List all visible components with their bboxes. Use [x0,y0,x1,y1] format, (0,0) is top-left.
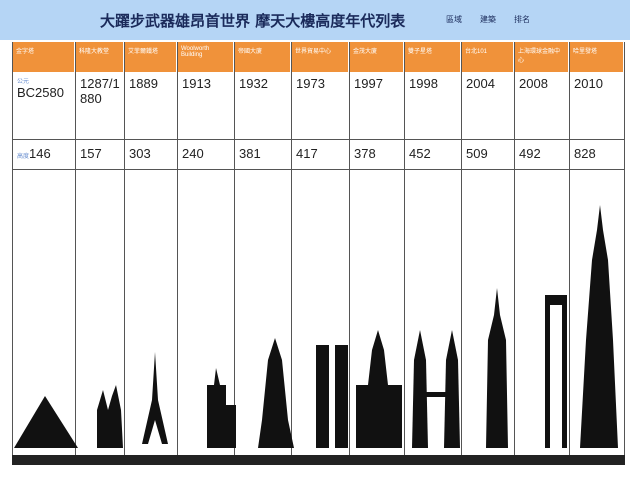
taipei101 [486,288,508,448]
buildings [14,205,618,448]
cell: 1997 [350,72,404,140]
cell-text: 509 [466,146,488,161]
cell-text: 1997 [354,76,383,91]
eiffel [142,352,168,444]
petronas [444,330,460,448]
row-label: 高度 [17,154,30,160]
woolworth [207,368,236,448]
cell-text: 1932 [239,76,268,91]
column: 上海環球金融中心 2008 492 [515,42,570,455]
header-cell: 金茂大廈 [350,42,404,72]
cell: 1998 [405,72,461,140]
cell: 1287/1880 [76,72,124,140]
header-cell: 哈里發塔 [570,42,624,72]
title: 大躍步武器雄昂首世界 摩天大樓高度年代列表 [100,12,406,30]
cell-text: 146 [29,146,51,161]
pyramid [14,396,78,448]
note: 建築 [480,15,496,24]
cell: 1889 [125,72,177,140]
cell-text: 452 [409,146,431,161]
column: 雙子星塔 1998 452 [405,42,462,455]
header-cell: 台北101 [462,42,514,72]
swfc [545,295,567,448]
cell-text: 492 [519,146,541,161]
cell-text: 1998 [409,76,438,91]
column: 科隆大教堂 1287/1880 157 [76,42,125,455]
title-bar [0,0,630,40]
cell-text: 381 [239,146,261,161]
column: 哈里發塔 2010 828 [570,42,625,455]
cell-text: 1973 [296,76,325,91]
cell-text: 2004 [466,76,495,91]
cell: 1932 [235,72,291,140]
note: 排名 [514,15,530,24]
wtc [335,345,348,448]
notes: 區域 建築 排名 [446,14,530,25]
cell: 公元 BC2580 [13,72,75,140]
cell: 378 [350,140,404,170]
cell: 240 [178,140,234,170]
cell-text: 417 [296,146,318,161]
cathedral [97,385,123,448]
column: 艾菲爾鐵塔 1889 303 [125,42,178,455]
cell: 2010 [570,72,624,140]
cell-text: 1889 [129,76,158,91]
table: 金字塔 公元 BC2580 高度146 科隆大教堂 1287/1880 157 艾菲爾鐵塔 18… [12,42,625,455]
header-cell: 帝國大廈 [235,42,291,72]
skybridge [426,392,446,397]
header-cell: 金字塔 [13,42,75,72]
cell: 157 [76,140,124,170]
column: 帝國大廈 1932 381 [235,42,292,455]
wtc [316,345,329,448]
header-cell: Woolworth Building [178,42,234,72]
header-cell: 雙子星塔 [405,42,461,72]
column: Woolworth Building 1913 240 [178,42,235,455]
column: 金字塔 公元 BC2580 高度146 [12,42,76,455]
cell-text: BC2580 [17,85,64,100]
cell-text: 1287/1880 [80,76,120,106]
cell-text: 2008 [519,76,548,91]
burj [580,205,618,448]
note: 區域 [446,15,462,24]
header-cell: 艾菲爾鐵塔 [125,42,177,72]
cell: 高度146 [13,140,75,170]
column: 世界貿易中心 1973 417 [292,42,350,455]
cell-text: 240 [182,146,204,161]
header-cell: 世界貿易中心 [292,42,349,72]
cell: 1973 [292,72,349,140]
cell-text: 303 [129,146,151,161]
row-label: 公元 [17,79,30,85]
cell-text: 157 [80,146,102,161]
header-cell: 上海環球金融中心 [515,42,569,72]
cell: 828 [570,140,624,170]
cell: 1913 [178,72,234,140]
cell: 492 [515,140,569,170]
bottom-bar [12,455,625,465]
cell: 452 [405,140,461,170]
column: 台北101 2004 509 [462,42,515,455]
cell-text: 828 [574,146,596,161]
petronas [412,330,428,448]
header-cell: 科隆大教堂 [76,42,124,72]
cell: 303 [125,140,177,170]
cell-text: 1913 [182,76,211,91]
jinmao [356,330,402,448]
column: 金茂大廈 1997 378 [350,42,405,455]
cell-text: 378 [354,146,376,161]
cell: 2004 [462,72,514,140]
cell: 381 [235,140,291,170]
cell-text: 2010 [574,76,603,91]
cell: 417 [292,140,349,170]
cell: 509 [462,140,514,170]
empire [258,338,294,448]
cell: 2008 [515,72,569,140]
